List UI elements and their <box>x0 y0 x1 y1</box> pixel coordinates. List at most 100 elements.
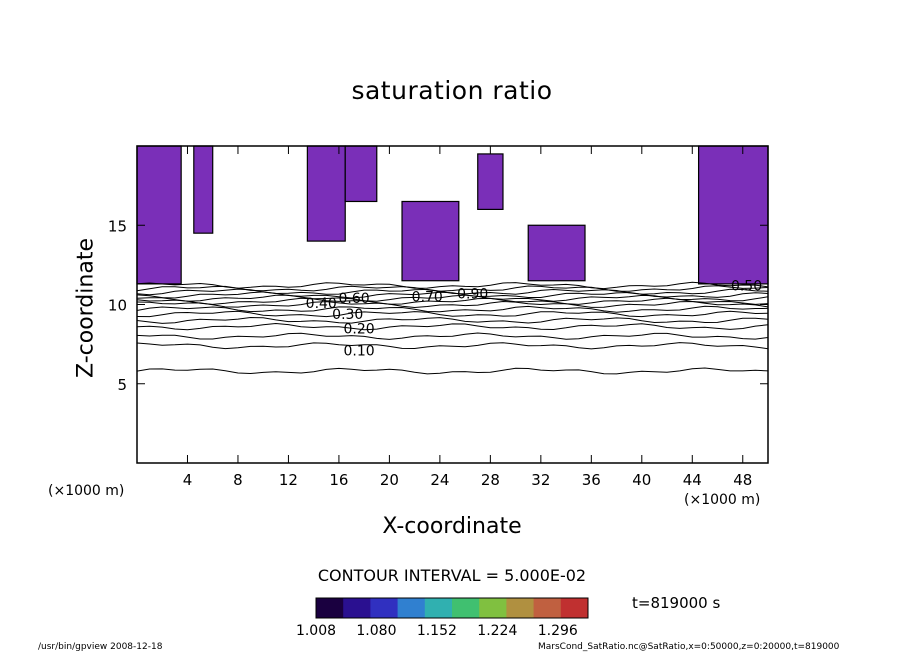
x-tick-label-48: 48 <box>733 471 752 489</box>
contour-0.05 <box>136 367 769 375</box>
colorbar-strip-36 <box>479 598 485 618</box>
contour-0.50 <box>136 294 769 302</box>
contour-0.20 <box>136 322 769 331</box>
x-axis-ticks: 4 8 12 16 20 24 28 32 36 40 44 48 <box>183 146 752 489</box>
contour-label-4: 0.60 <box>338 291 369 307</box>
colorbar-strip-18 <box>397 598 403 618</box>
x-tick-label-20: 20 <box>380 471 399 489</box>
x-tick-label-32: 32 <box>531 471 550 489</box>
contour-interval-label: CONTOUR INTERVAL = 5.000E-02 <box>317 566 587 585</box>
colorbar-strip-12 <box>370 598 376 618</box>
colorbar-strip-9 <box>356 598 362 618</box>
region-2 <box>306 145 346 242</box>
colorbar-strip-44 <box>515 598 521 618</box>
colorbar-strip-31 <box>456 598 462 618</box>
colorbar-strip-20 <box>406 598 412 618</box>
colorbar-label-4: 1.296 <box>538 623 578 639</box>
colorbar-strip-16 <box>388 598 394 618</box>
colorbar-label-1: 1.080 <box>356 623 396 639</box>
contour-label-3: 0.40 <box>306 296 337 312</box>
contour-0.15 <box>136 332 769 340</box>
colorbar-strip-49 <box>538 598 544 618</box>
region-6 <box>527 224 586 282</box>
colorbar-strip-55 <box>565 598 571 618</box>
colorbar-strip-39 <box>492 598 498 618</box>
colorbar-strip-3 <box>329 598 335 618</box>
x-tick-label-8: 8 <box>233 471 243 489</box>
contour-label-0: 0.10 <box>344 343 375 359</box>
colorbar-strip-52 <box>551 598 557 618</box>
colorbar-strip-40 <box>497 598 503 618</box>
region-3 <box>344 145 378 203</box>
contour-0.55 <box>136 291 769 299</box>
colorbar-label-3: 1.224 <box>477 623 517 639</box>
region-1 <box>193 145 214 234</box>
colorbar-strip-1 <box>320 598 326 618</box>
colorbar-strip-35 <box>474 598 480 618</box>
contour-label-6: 0.90 <box>457 286 488 302</box>
colorbar-strip-27 <box>438 598 444 618</box>
colorbar-strip-37 <box>483 598 489 618</box>
contour-0.40 <box>136 300 769 309</box>
colorbar-strip-43 <box>510 598 516 618</box>
x-tick-label-44: 44 <box>683 471 702 489</box>
colorbar-strip-29 <box>447 598 453 618</box>
supersaturation-regions <box>136 145 769 285</box>
contour-0.90 <box>136 281 769 290</box>
x-tick-label-4: 4 <box>183 471 193 489</box>
contour-label-2: 0.30 <box>332 307 363 323</box>
contour-0.25 <box>136 316 769 324</box>
colorbar-strip-41 <box>501 598 507 618</box>
contour-label-7: 0.50 <box>731 278 762 294</box>
colorbar-frame <box>315 597 589 619</box>
x-tick-label-12: 12 <box>279 471 298 489</box>
x-unit-left: (×1000 m) <box>48 483 125 499</box>
colorbar-strip-19 <box>402 598 408 618</box>
colorbar-strip-25 <box>429 598 435 618</box>
colorbar-strip-57 <box>574 598 580 618</box>
colorbar-strip-5 <box>338 598 344 618</box>
contour-0.10 <box>136 342 769 350</box>
x-axis-label: X-coordinate <box>382 514 522 539</box>
colorbar-strip-21 <box>411 598 417 618</box>
colorbar-strip-38 <box>488 598 494 618</box>
colorbar-label-2: 1.152 <box>417 623 457 639</box>
region-5 <box>477 153 504 211</box>
footer-left: /usr/bin/gpview 2008-12-18 <box>38 642 163 652</box>
colorbar-strip-54 <box>560 598 566 618</box>
colorbar-strip-28 <box>442 598 448 618</box>
colorbar-strip-22 <box>415 598 421 618</box>
colorbar-strip-59 <box>583 598 589 618</box>
colorbar-strip-26 <box>433 598 439 618</box>
colorbar-strip-47 <box>529 598 535 618</box>
colorbar-strip-14 <box>379 598 385 618</box>
contour-label-1: 0.20 <box>344 321 375 337</box>
colorbar-strip-0 <box>316 598 322 618</box>
colorbar-strip-45 <box>520 598 526 618</box>
colorbar-strip-8 <box>352 598 358 618</box>
x-tick-label-40: 40 <box>632 471 651 489</box>
contour-0.35 <box>136 305 769 313</box>
colorbar-strip-50 <box>542 598 548 618</box>
colorbar-strip-34 <box>470 598 476 618</box>
colorbar-strip-46 <box>524 598 530 618</box>
colorbar-strip-13 <box>374 598 380 618</box>
y-axis-label: Z-coordinate <box>73 238 99 378</box>
colorbar-strip-2 <box>325 598 331 618</box>
contour-lines <box>136 281 769 375</box>
contour-0.30 <box>136 310 769 318</box>
contour-0.45 <box>136 297 769 305</box>
region-7 <box>697 145 769 285</box>
colorbar-strip-4 <box>334 598 340 618</box>
colorbar: 1.008 1.080 1.152 1.224 1.296 <box>296 597 589 639</box>
x-tick-label-28: 28 <box>481 471 500 489</box>
colorbar-strip-15 <box>384 598 390 618</box>
x-tick-label-16: 16 <box>329 471 348 489</box>
colorbar-strip-56 <box>569 598 575 618</box>
colorbar-strip-7 <box>347 598 353 618</box>
colorbar-strip-24 <box>424 598 430 618</box>
x-tick-label-24: 24 <box>430 471 449 489</box>
y-tick-label-15: 15 <box>108 217 127 235</box>
chart-title: saturation ratio <box>351 76 553 105</box>
contour-label-5: 0.70 <box>412 290 443 306</box>
